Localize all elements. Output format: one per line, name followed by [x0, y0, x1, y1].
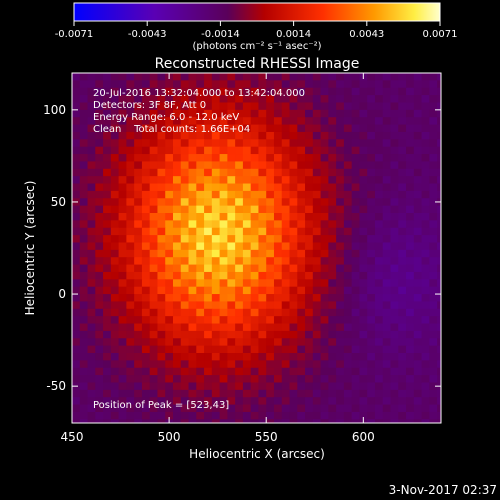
colorbar-tick-label: 0.0071: [423, 29, 458, 40]
chart-title: Reconstructed RHESSI Image: [155, 56, 360, 72]
colorbar-tick-label: 0.0043: [349, 29, 384, 40]
x-tick-label: 500: [158, 430, 181, 444]
x-axis: 450 500 550 600: [61, 73, 375, 444]
x-axis-label: Heliocentric X (arcsec): [189, 447, 325, 461]
colorbar-tick-label: -0.0014: [201, 29, 240, 40]
colorbar-tick-label: -0.0043: [128, 29, 167, 40]
footer-timestamp: 3-Nov-2017 02:37: [389, 483, 497, 497]
colorbar-tick-label: 0.0014: [276, 29, 311, 40]
annotation-counts: Clean Total counts: 1.66E+04: [93, 124, 250, 135]
y-axis-label: Heliocentric Y (arcsec): [23, 181, 37, 316]
y-tick-label: 50: [51, 195, 66, 209]
heatmap-image: [72, 73, 441, 423]
colorbar: [73, 2, 441, 22]
plot-frame: [71, 72, 442, 424]
y-tick-label: 100: [43, 103, 66, 117]
x-tick-label: 450: [61, 430, 84, 444]
y-tick-label: -50: [46, 379, 66, 393]
annotation-energy-range: Energy Range: 6.0 - 12.0 keV: [93, 112, 239, 123]
annotation-detectors: Detectors: 3F 8F, Att 0: [93, 100, 206, 111]
annotation-time-range: 20-Jul-2016 13:32:04.000 to 13:42:04.000: [93, 88, 305, 99]
colorbar-ticks: -0.0071 -0.0043 -0.0014 0.0014 0.0043 0.0071: [55, 21, 458, 40]
annotation-peak-position: Position of Peak = [523,43]: [93, 400, 229, 411]
colorbar-tick-label: -0.0071: [55, 29, 94, 40]
y-tick-label: 0: [58, 287, 66, 301]
colorbar-unit-label: (photons cm⁻² s⁻¹ asec⁻²): [192, 41, 321, 52]
y-axis: -50 0 50 100: [43, 103, 441, 393]
x-tick-label: 600: [352, 430, 375, 444]
x-tick-label: 550: [255, 430, 278, 444]
